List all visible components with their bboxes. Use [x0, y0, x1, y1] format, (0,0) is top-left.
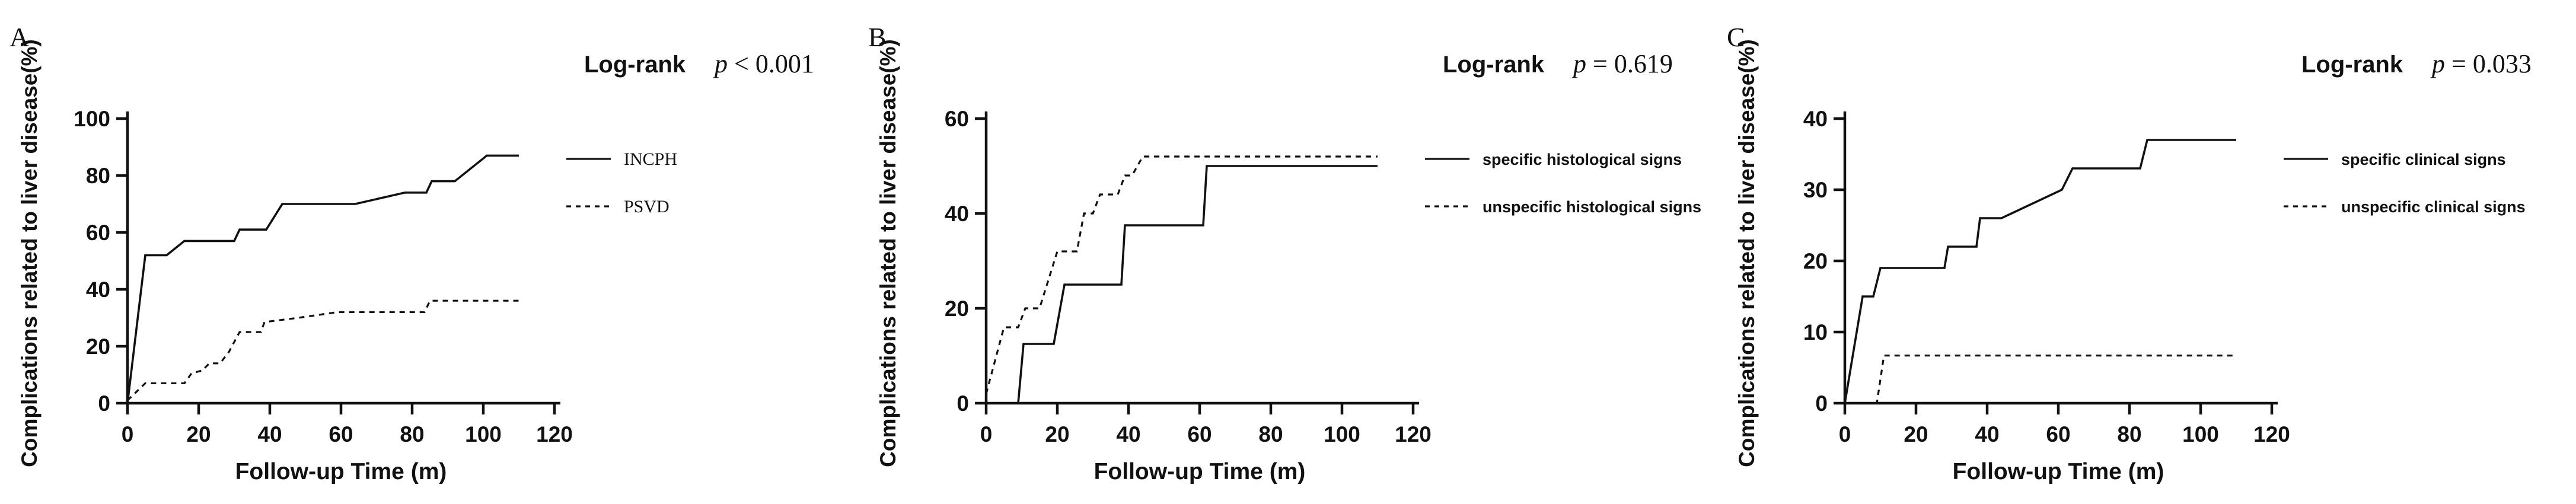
legend-item: unspecific histological signs [1425, 198, 1701, 216]
p-value: p = 0.033 [2430, 49, 2532, 78]
x-tick-label: 120 [2253, 422, 2290, 446]
y-axis-title: Complications related to liver disease(%… [1735, 39, 1759, 467]
y-tick-label: 0 [98, 391, 110, 416]
series-line-specific-clinical-signs [1844, 139, 2236, 404]
logrank-label: Log-rank [1443, 52, 1545, 78]
legend-label: unspecific clinical signs [2341, 198, 2526, 216]
x-tick-label: 60 [2046, 422, 2070, 446]
legend-label: INCPH [624, 149, 677, 169]
logrank-label: Log-rank [2301, 52, 2403, 78]
series-line-unspecific-clinical-signs [1845, 354, 2236, 404]
panel-c-chart: C 0 20 40 60 80 100 120 0 10 20 30 40 Follow-up Time … [1727, 22, 2532, 484]
y-tick-label: 10 [1803, 320, 1828, 344]
y-tick-label: 40 [945, 202, 969, 226]
y-axis-title: Complications related to liver disease(%… [876, 39, 900, 467]
x-tick-label: 80 [1258, 422, 1283, 446]
x-tick-label: 100 [465, 422, 502, 446]
x-tick-label: 0 [122, 422, 134, 446]
p-value: p = 0.619 [1571, 49, 1673, 78]
x-axis-title: Follow-up Time (m) [235, 459, 447, 484]
legend-item: unspecific clinical signs [2284, 198, 2526, 216]
legend-label: PSVD [624, 197, 669, 216]
x-tick-label: 120 [536, 422, 573, 446]
x-tick-label: 40 [257, 422, 282, 446]
panel-c: C 0 20 40 60 80 100 120 0 10 20 30 40 Follow-up Time … [1717, 0, 2576, 504]
panel-letter: A [9, 22, 29, 52]
x-axis-title: Follow-up Time (m) [1953, 459, 2164, 484]
panel-letter: B [868, 22, 887, 52]
x-tick-label: 40 [1116, 422, 1140, 446]
x-tick-label: 20 [186, 422, 211, 446]
y-tick-label: 60 [945, 107, 969, 131]
x-tick-label: 60 [1187, 422, 1212, 446]
y-tick-label: 0 [957, 391, 969, 416]
series-line-psvd [126, 299, 519, 401]
y-tick-label: 30 [1803, 178, 1828, 202]
p-value: p < 0.001 [713, 49, 814, 78]
panel-b: B 0 20 40 60 80 100 120 0 20 40 60 Follow-up Time (m… [859, 0, 1717, 504]
x-tick-label: 100 [1324, 422, 1360, 446]
y-tick-label: 40 [86, 277, 110, 302]
logrank-label: Log-rank [584, 52, 686, 78]
x-tick-label: 20 [1045, 422, 1069, 446]
x-tick-label: 60 [329, 422, 353, 446]
legend-label: specific histological signs [1483, 151, 1682, 168]
x-tick-label: 100 [2182, 422, 2219, 446]
legend-label: specific clinical signs [2341, 151, 2506, 168]
series-line-incph [126, 154, 519, 404]
x-tick-label: 120 [1395, 422, 1432, 446]
legend-item: INCPH [566, 149, 677, 169]
legend-item: specific histological signs [1425, 151, 1682, 168]
x-tick-label: 0 [1839, 422, 1851, 446]
y-tick-label: 60 [86, 221, 110, 245]
y-tick-label: 40 [1803, 107, 1828, 131]
x-tick-label: 40 [1975, 422, 1999, 446]
legend-label: unspecific histological signs [1483, 198, 1701, 216]
y-tick-label: 0 [1815, 391, 1828, 416]
y-tick-label: 20 [86, 334, 110, 359]
series-line-unspecific-histological-signs [985, 155, 1378, 394]
x-axis-title: Follow-up Time (m) [1094, 459, 1306, 484]
panel-b-chart: B 0 20 40 60 80 100 120 0 20 40 60 Follow-up Time (m… [868, 22, 1701, 484]
y-tick-label: 20 [1803, 249, 1828, 273]
x-tick-label: 20 [1904, 422, 1928, 446]
x-tick-label: 80 [2117, 422, 2141, 446]
y-axis-title: Complications related to liver disease(%… [17, 39, 42, 467]
legend-item: specific clinical signs [2284, 151, 2506, 168]
legend-item: PSVD [566, 197, 669, 216]
y-tick-label: 80 [86, 164, 110, 188]
x-tick-label: 0 [980, 422, 993, 446]
panel-letter: C [1727, 22, 1745, 52]
series-line-specific-histological-signs [986, 165, 1378, 404]
panel-a: A 0 20 40 60 80 100 120 0 20 40 60 80 100 Follow-up Ti… [0, 0, 859, 504]
y-tick-label: 100 [74, 107, 110, 131]
x-tick-label: 80 [400, 422, 424, 446]
y-tick-label: 20 [945, 296, 969, 321]
panel-a-chart: A 0 20 40 60 80 100 120 0 20 40 60 80 100 Follow-up Ti… [9, 22, 814, 484]
